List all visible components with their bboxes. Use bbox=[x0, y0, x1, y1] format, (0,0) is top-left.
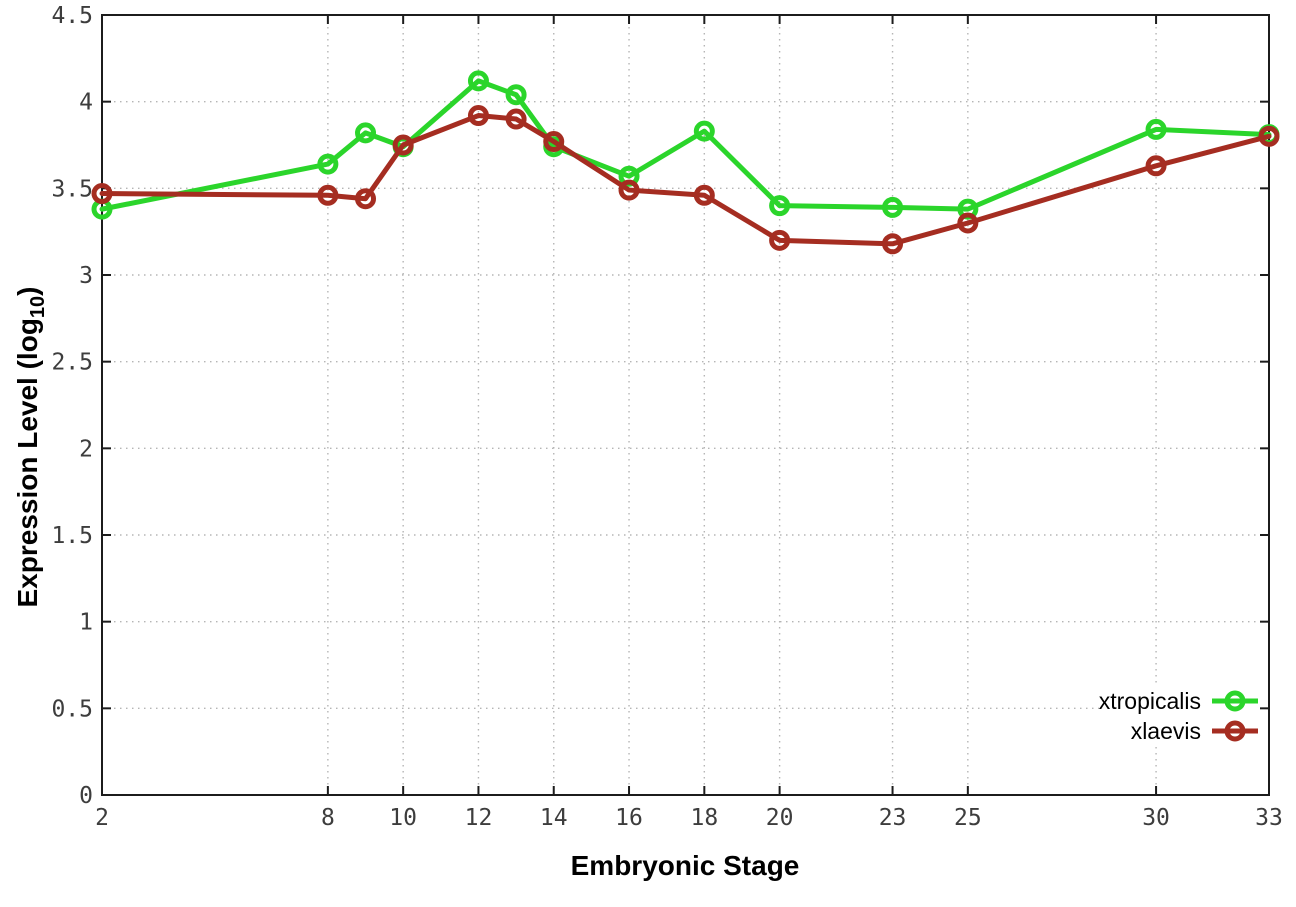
y-tick-label: 3 bbox=[79, 263, 93, 289]
legend-row-xtropicalis: xtropicalis bbox=[1099, 686, 1260, 716]
legend-sample-xlaevis-icon bbox=[1212, 720, 1258, 742]
series-line-xtropicalis bbox=[99, 78, 1272, 212]
series-point-xlaevis bbox=[693, 184, 715, 206]
series-point-xlaevis bbox=[317, 184, 339, 206]
x-tick-label: 20 bbox=[766, 805, 794, 831]
x-tick-label: 23 bbox=[879, 805, 907, 831]
x-tick-label: 14 bbox=[540, 805, 568, 831]
legend-row-xlaevis: xlaevis bbox=[1099, 716, 1260, 746]
series-point-xlaevis bbox=[392, 134, 414, 156]
series-point-xtropicalis bbox=[505, 84, 527, 106]
series-point-xlaevis bbox=[543, 131, 565, 153]
y-axis-label-suffix: ) bbox=[12, 286, 43, 296]
x-tick-label: 25 bbox=[954, 805, 982, 831]
x-tick-label: 30 bbox=[1142, 805, 1170, 831]
legend-label-xtropicalis: xtropicalis bbox=[1098, 688, 1201, 714]
y-axis-label-text: Expression Level (log bbox=[12, 318, 43, 608]
series-point-xtropicalis bbox=[467, 70, 489, 92]
series-point-xlaevis bbox=[355, 188, 377, 210]
series-point-xlaevis bbox=[467, 105, 489, 127]
series-point-xlaevis bbox=[1258, 125, 1280, 147]
y-tick-label: 2 bbox=[79, 436, 93, 462]
y-axis-label-subscript: 10 bbox=[27, 295, 49, 319]
x-tick-label: 16 bbox=[615, 805, 643, 831]
series-point-xtropicalis bbox=[317, 153, 339, 175]
x-tick-label: 12 bbox=[465, 805, 493, 831]
series-point-xtropicalis bbox=[769, 195, 791, 217]
legend-sample-xtropicalis-icon bbox=[1212, 690, 1258, 712]
x-axis-label: Embryonic Stage bbox=[570, 850, 800, 881]
x-tick-label: 18 bbox=[690, 805, 718, 831]
series-point-xlaevis bbox=[769, 229, 791, 251]
series-line-xlaevis bbox=[99, 113, 1272, 247]
x-tick-label: 33 bbox=[1255, 805, 1283, 831]
series-point-xlaevis bbox=[957, 212, 979, 234]
series-point-xlaevis bbox=[505, 108, 527, 130]
series-point-xtropicalis bbox=[1145, 118, 1167, 140]
series-point-xtropicalis bbox=[882, 196, 904, 218]
y-axis-label: Expression Level (log10) bbox=[12, 286, 49, 608]
series-point-xlaevis bbox=[618, 179, 640, 201]
y-tick-label: 4 bbox=[79, 90, 93, 116]
series-point-xlaevis bbox=[91, 183, 113, 205]
y-tick-label: 1 bbox=[79, 610, 93, 636]
y-tick-label: 0 bbox=[79, 783, 93, 809]
y-tick-label: 2.5 bbox=[51, 350, 93, 376]
y-tick-label: 1.5 bbox=[51, 523, 93, 549]
series-point-xlaevis bbox=[1145, 155, 1167, 177]
y-tick-label: 3.5 bbox=[51, 176, 93, 202]
y-tick-label: 4.5 bbox=[51, 3, 93, 29]
x-tick-label: 8 bbox=[321, 805, 335, 831]
series-point-xlaevis bbox=[882, 233, 904, 255]
series-point-xtropicalis bbox=[693, 120, 715, 142]
legend: xtropicalis xlaevis bbox=[1098, 686, 1260, 746]
y-tick-label: 0.5 bbox=[51, 696, 93, 722]
series-point-xtropicalis bbox=[355, 122, 377, 144]
plot-border bbox=[101, 14, 1270, 796]
legend-label-xlaevis: xlaevis bbox=[1130, 718, 1201, 744]
x-tick-label: 10 bbox=[389, 805, 417, 831]
x-tick-label: 2 bbox=[95, 805, 109, 831]
